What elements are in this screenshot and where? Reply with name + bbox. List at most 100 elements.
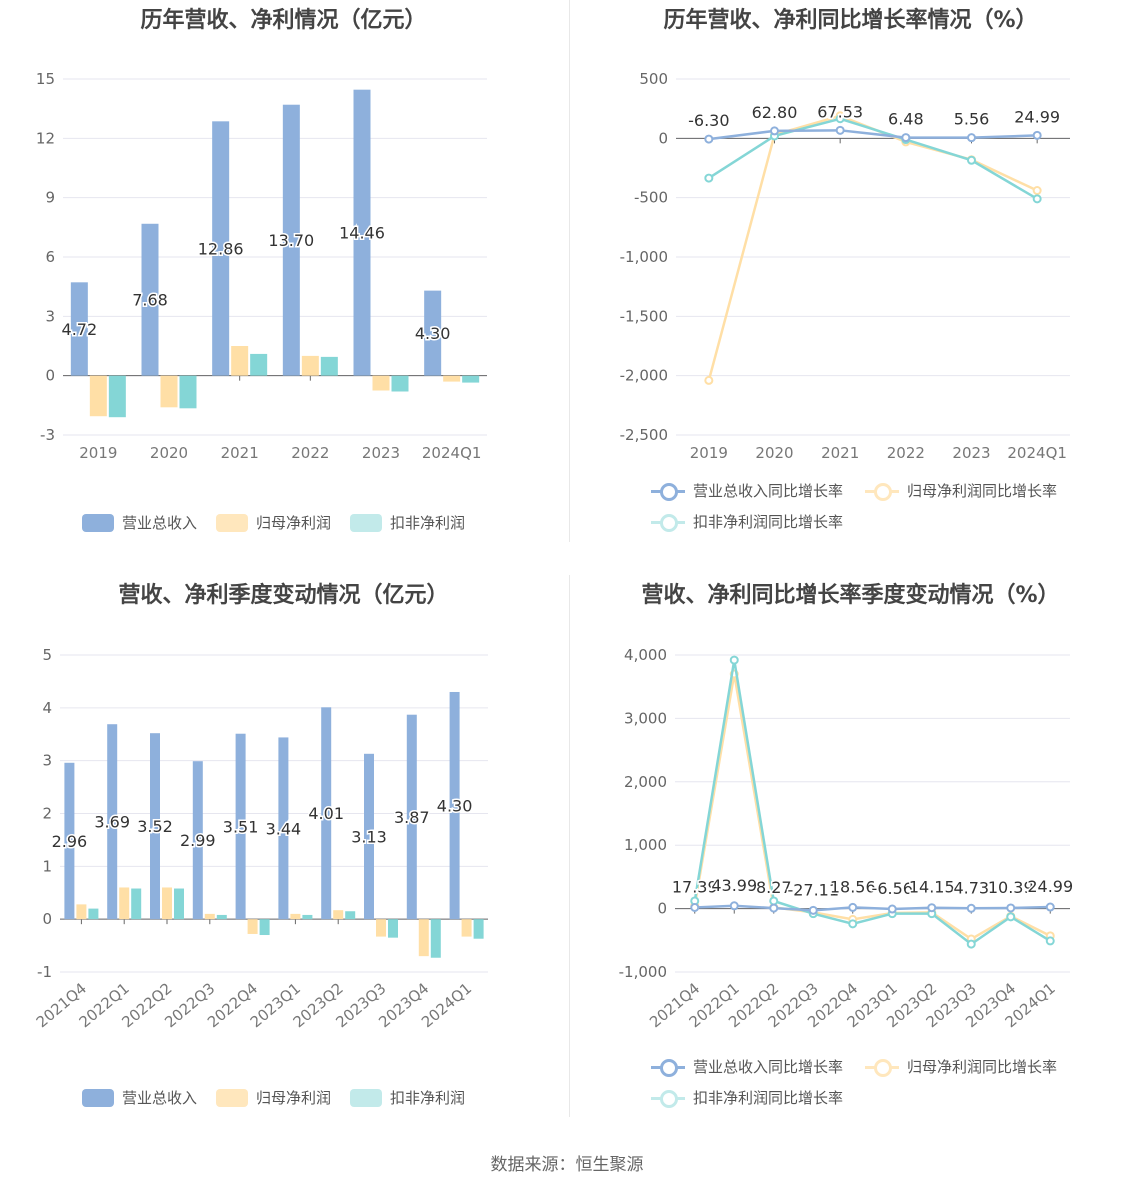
legend-item-net-profit[interactable]: 归母净利润 <box>216 512 331 533</box>
data-label: 62.80 <box>752 103 798 122</box>
legend-item-revenue-growth[interactable]: 营业总收入同比增长率 <box>651 1056 843 1077</box>
data-point <box>848 919 858 929</box>
legend-item-deducted-profit-growth[interactable]: 扣非净利润同比增长率 <box>651 1087 843 1108</box>
data-point <box>1032 186 1042 196</box>
bar-revenue <box>424 290 442 376</box>
data-label: 8.27 <box>756 878 792 897</box>
y-tick-label: 3 <box>45 307 55 325</box>
data-point <box>966 903 976 913</box>
quarterly-growth-chart: 4,0003,0002,0001,0000-1,0002021Q42022Q12… <box>619 646 1075 1031</box>
data-label: 3.87 <box>394 808 430 827</box>
legend-label: 归母净利润 <box>256 514 332 532</box>
legend: 营业总收入同比增长率 归母净利润同比增长率 扣非净利润同比增长率 <box>567 1056 1134 1116</box>
bar-deducted-profit <box>462 375 480 383</box>
legend-swatch-net-profit-growth <box>865 482 899 501</box>
data-point <box>769 896 779 906</box>
x-tick-label: 2021 <box>221 444 259 462</box>
bar-deducted-profit <box>391 375 409 392</box>
y-tick-label: -500 <box>634 189 668 207</box>
bar-net-profit <box>119 887 130 920</box>
y-tick-label: -1,000 <box>620 248 668 266</box>
y-tick-label: 9 <box>45 189 55 207</box>
data-point <box>770 126 779 136</box>
legend-item-deducted-profit[interactable]: 扣非净利润 <box>350 512 465 533</box>
vertical-divider <box>569 575 570 1117</box>
y-tick-label: 4 <box>42 699 52 717</box>
series-line-revenue-growth <box>708 129 1038 141</box>
series-line-net-profit-growth <box>707 114 1038 381</box>
x-tick-label: 2022 <box>291 444 329 462</box>
y-tick-label: 3 <box>42 752 52 770</box>
y-tick-label: 4,000 <box>624 646 667 664</box>
legend: 营业总收入 归母净利润 扣非净利润 <box>0 512 567 536</box>
bar-deducted-profit <box>430 919 441 958</box>
data-label: 4.01 <box>308 804 344 823</box>
bar-revenue <box>364 753 374 920</box>
data-point <box>967 133 976 143</box>
y-tick-label: 0 <box>658 129 668 147</box>
legend-item-net-profit-growth[interactable]: 归母净利润同比增长率 <box>865 480 1057 501</box>
bar-deducted-profit <box>259 919 270 936</box>
bar-revenue <box>235 733 246 920</box>
legend-swatch-deducted-profit-growth <box>651 513 685 532</box>
bar-revenue <box>449 691 460 920</box>
data-point <box>848 902 858 912</box>
x-tick-label: 2024Q1 <box>1007 444 1067 462</box>
legend-item-revenue-growth[interactable]: 营业总收入同比增长率 <box>651 480 843 501</box>
data-label: 3.51 <box>223 817 259 836</box>
series-line-net-profit-growth <box>693 673 1051 941</box>
panel-annual-amounts: 历年营收、净利情况（亿元） 15 12 9 6 3 0 -3 2019 2020 2021 2022… <box>0 0 567 575</box>
y-tick-label: 15 <box>36 70 55 88</box>
bar-net-profit <box>76 904 87 920</box>
quarterly-amounts-chart: 543210-12021Q42022Q12022Q22022Q32022Q420… <box>33 646 488 1031</box>
legend-label: 扣非净利润同比增长率 <box>693 1089 844 1107</box>
chart-title: 营收、净利季度变动情况（亿元） <box>118 583 449 608</box>
data-label: 43.99 <box>711 876 757 895</box>
bar-net-profit <box>301 355 319 376</box>
legend-swatch-deducted-profit-growth <box>651 1089 685 1108</box>
bar-deducted-profit <box>302 914 313 920</box>
data-label: 6.48 <box>888 110 924 129</box>
bar-net-profit <box>443 375 461 382</box>
legend-label: 扣非净利润 <box>390 514 466 532</box>
legend-item-revenue[interactable]: 营业总收入 <box>82 512 197 533</box>
data-label: -6.30 <box>688 111 729 130</box>
bar-deducted-profit <box>174 888 184 920</box>
bar-deducted-profit <box>345 911 356 920</box>
bar-net-profit <box>89 375 107 417</box>
data-point <box>835 114 845 124</box>
data-point <box>887 904 897 914</box>
data-point <box>690 902 700 912</box>
y-tick-label: 500 <box>639 70 668 88</box>
data-label: 3.69 <box>94 813 130 832</box>
legend-item-revenue[interactable]: 营业总收入 <box>82 1087 197 1108</box>
data-label: 4.73 <box>953 878 989 897</box>
legend-item-deducted-profit-growth[interactable]: 扣非净利润同比增长率 <box>651 511 843 532</box>
legend-swatch-revenue-growth <box>651 1058 685 1077</box>
panel-quarterly-growth: 营收、净利同比增长率季度变动情况（%） 4,000 3,000 2,000 1,000… <box>567 575 1134 1150</box>
bar-revenue <box>406 714 417 920</box>
x-tick-label: 2020 <box>755 444 793 462</box>
data-label: 4.30 <box>415 324 451 343</box>
data-point <box>967 155 976 165</box>
y-tick-label: 1 <box>42 857 52 875</box>
data-label: 17.39 <box>672 877 718 896</box>
annual-amounts-chart: 15 12 9 6 3 0 -3 2019 2020 2021 2022 2023 2024Q1 4.72… <box>36 70 487 462</box>
bar-net-profit <box>231 346 249 376</box>
series-line-revenue-growth <box>694 904 1051 912</box>
legend-item-deducted-profit[interactable]: 扣非净利润 <box>350 1087 465 1108</box>
legend-swatch-deducted-profit <box>350 1088 382 1107</box>
x-tick-label: 2022 <box>887 444 925 462</box>
y-tick-label: 0 <box>45 367 55 385</box>
data-point <box>1032 194 1042 204</box>
data-label: 14.15 <box>909 878 955 897</box>
data-point <box>1006 903 1016 913</box>
x-tick-label: 2024Q1 <box>422 444 482 462</box>
y-tick-label: 3,000 <box>624 709 667 727</box>
legend-item-net-profit-growth[interactable]: 归母净利润同比增长率 <box>865 1056 1057 1077</box>
bar-deducted-profit <box>179 375 197 409</box>
y-tick-label: 2,000 <box>624 773 667 791</box>
legend-item-net-profit[interactable]: 归母净利润 <box>216 1087 331 1108</box>
bar-net-profit <box>333 910 344 920</box>
x-tick-label: 2023 <box>952 444 990 462</box>
